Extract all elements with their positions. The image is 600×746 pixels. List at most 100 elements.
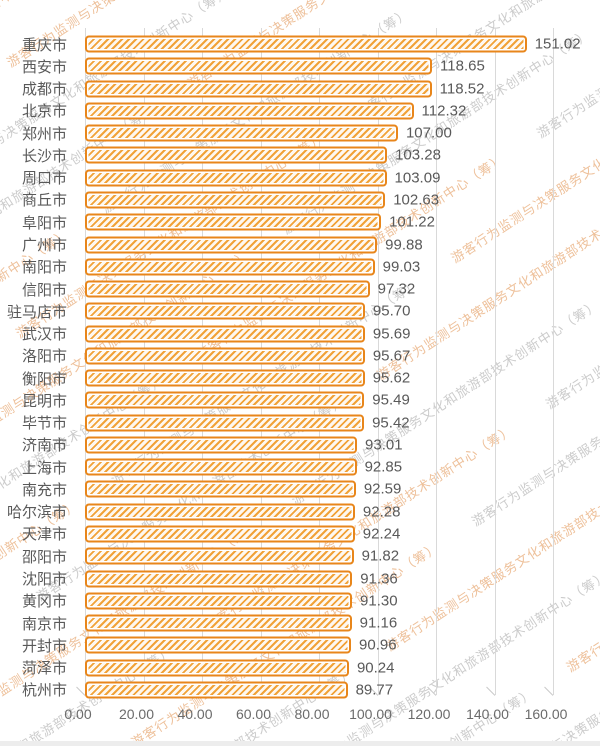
bar-row: 商丘市 102.63 [0,189,600,211]
bar [85,213,382,231]
value-label: 118.52 [439,80,485,98]
bar [85,503,355,521]
category-label: 西安市 [21,58,67,76]
bar [85,547,354,565]
gridline [553,28,554,695]
value-label: 95.69 [372,325,411,343]
bar-track: 92.28 [76,501,600,523]
bar [85,146,388,164]
category-label: 长沙市 [21,147,67,165]
bar [85,35,527,53]
axis-tick-label: 120.00 [407,706,451,722]
axis-tick-label: 60.00 [235,706,272,722]
value-label: 93.01 [365,436,403,454]
bar-track: 95.67 [76,345,600,367]
bottom-edge [0,741,600,746]
bar [85,681,348,699]
bar-row: 郑州市 107.00 [0,122,600,144]
axis-tick-label: 100.00 [349,706,392,722]
bar [85,169,387,187]
axis-tick-label: 20.00 [118,706,155,722]
value-label: 103.09 [394,169,441,187]
category-label: 杭州市 [21,682,67,700]
bar-track: 92.59 [76,478,600,500]
gridline [494,28,496,695]
category-label: 北京市 [21,103,67,121]
value-label: 91.36 [360,570,398,587]
bar-track: 91.82 [76,545,600,567]
bar-track: 107.00 [76,122,600,144]
bar-track: 90.24 [76,656,600,678]
bar [85,480,356,498]
bar-row: 济南市 93.01 [0,434,600,456]
gridline [377,28,379,695]
category-label: 天津市 [21,526,67,544]
value-label: 95.62 [372,369,411,387]
bar [85,102,414,120]
bar-track: 95.70 [76,300,600,322]
gridline [436,28,437,695]
bar [85,636,352,654]
bar-row: 南充市 92.59 [0,478,600,500]
category-label: 商丘市 [21,192,67,210]
bar-rows: 重庆市 151.02 西安市 118.65 成都市 118.52 北京市 112.32 郑州市 1… [0,33,600,701]
value-label: 95.42 [372,414,410,432]
value-label: 92.59 [363,480,402,498]
value-label: 91.30 [360,592,398,610]
bar [85,592,353,610]
bar-row: 南京市 91.16 [0,612,600,634]
bar [85,414,365,432]
bar-row: 衡阳市 95.62 [0,367,600,389]
bar-track: 90.96 [76,634,600,656]
category-label: 武汉市 [21,326,67,344]
category-label: 广州市 [21,237,67,255]
value-label: 107.00 [405,124,452,142]
category-label: 周口市 [21,170,67,188]
value-label: 95.67 [372,347,411,365]
bar-row: 阜阳市 101.22 [0,211,600,233]
value-label: 151.02 [534,35,581,53]
bar-track: 95.42 [76,412,600,434]
bar [85,191,386,209]
category-label: 郑州市 [21,125,67,143]
bar-track: 95.49 [76,389,600,411]
value-label: 90.24 [356,659,395,677]
bar-row: 哈尔滨市 92.28 [0,501,600,523]
bar [85,436,358,454]
category-label: 衡阳市 [21,370,67,388]
value-label: 97.32 [377,280,416,298]
category-label: 阜阳市 [21,214,67,232]
bar-row: 杭州市 89.77 [0,679,600,701]
bar-track: 102.63 [76,189,600,211]
axis-tick-label: 40.00 [177,706,213,722]
category-label: 南充市 [21,481,67,499]
bar-track: 91.36 [76,567,600,589]
bar [85,525,355,543]
value-label: 92.28 [362,503,401,521]
bar [85,458,357,476]
bar-row: 菏泽市 90.24 [0,656,600,678]
value-label: 102.63 [393,191,440,209]
bar-row: 洛阳市 95.67 [0,345,600,367]
value-label: 101.22 [389,213,435,231]
bar-track: 99.88 [76,233,600,255]
axis-tick-label: 160.00 [524,706,568,722]
value-label: 99.88 [385,236,423,254]
category-label: 成都市 [21,81,67,99]
value-label: 89.77 [355,681,394,699]
bar-row: 信阳市 97.32 [0,278,600,300]
category-label: 南京市 [21,615,67,633]
bar [85,659,349,677]
value-label: 99.03 [382,258,421,276]
bar-row: 邵阳市 91.82 [0,545,600,567]
bar-row: 毕节市 95.42 [0,412,600,434]
bar [85,570,353,587]
value-label: 90.96 [359,636,397,654]
value-label: 95.70 [372,302,411,320]
bar-row: 成都市 118.52 [0,78,600,100]
axis-tick-label: 0.00 [64,706,92,722]
category-label: 上海市 [21,459,67,477]
bar-track: 151.02 [76,33,600,55]
bar-row: 西安市 118.65 [0,55,600,77]
category-label: 信阳市 [21,281,67,299]
